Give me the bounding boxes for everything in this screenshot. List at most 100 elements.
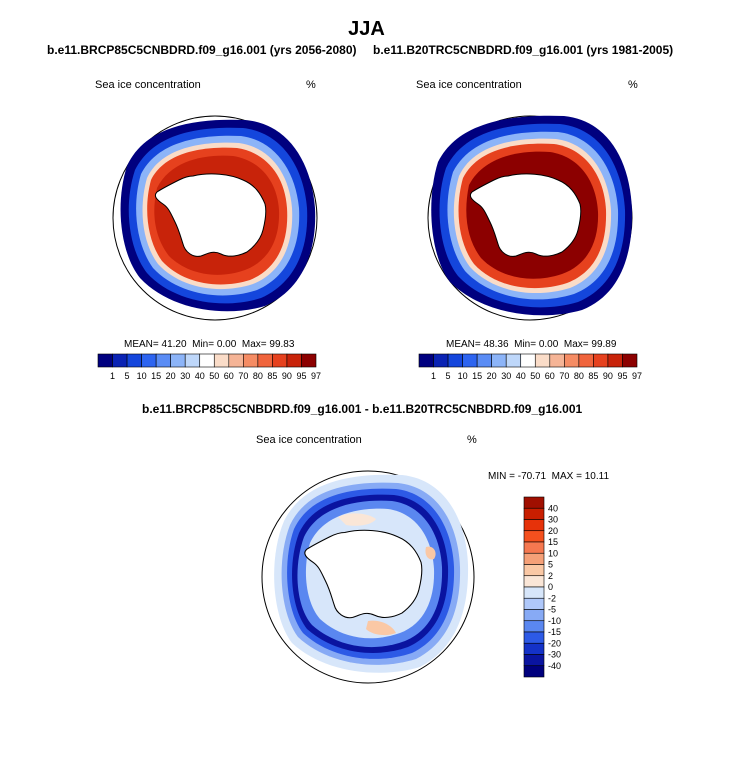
colorbar-swatch bbox=[213, 353, 230, 368]
colorbar-swatch bbox=[520, 353, 536, 368]
colorbar-swatch bbox=[257, 353, 273, 368]
map-left bbox=[112, 115, 318, 321]
colorbar-swatch bbox=[170, 353, 186, 368]
colorbar-swatch bbox=[476, 353, 492, 368]
colorbar-swatch bbox=[523, 654, 545, 667]
colorbar-swatch bbox=[523, 597, 545, 610]
colorbar-swatch bbox=[607, 353, 623, 368]
panel-left-stats: MEAN= 41.20 Min= 0.00 Max= 99.83 bbox=[124, 339, 294, 350]
colorbar-swatch bbox=[523, 507, 545, 520]
colorbar-swatch bbox=[491, 353, 507, 368]
colorbar-tick-label: 95 bbox=[617, 371, 627, 381]
panel-right-variable: Sea ice concentration bbox=[416, 79, 522, 91]
colorbar-tick-label: 80 bbox=[574, 371, 584, 381]
colorbar-tick-label: 90 bbox=[282, 371, 292, 381]
colorbar-tick-label: 1 bbox=[431, 371, 436, 381]
colorbar-swatch bbox=[155, 353, 171, 368]
colorbar-tick-label: 1 bbox=[110, 371, 115, 381]
colorbar-tick-label: 20 bbox=[166, 371, 176, 381]
difference-variable: Sea ice concentration bbox=[256, 434, 362, 446]
colorbar-tick-label: 10 bbox=[458, 371, 468, 381]
diff-positive-patch bbox=[366, 620, 396, 636]
min-value: 0.00 bbox=[216, 339, 237, 350]
colorbar-tick-label: 40 bbox=[548, 503, 558, 513]
colorbar-swatch bbox=[523, 541, 545, 554]
colorbar-swatch bbox=[184, 353, 201, 368]
max-value: 10.11 bbox=[584, 471, 610, 482]
colorbar-swatch bbox=[578, 353, 594, 368]
mean-label: MEAN= bbox=[124, 339, 159, 350]
panel-right-case-title: b.e11.B20TRC5CNBDRD.f09_g16.001 (yrs 198… bbox=[373, 43, 674, 57]
max-label: MAX = bbox=[551, 471, 582, 482]
mean-label: MEAN= bbox=[446, 339, 481, 350]
difference-title: b.e11.BRCP85C5CNBDRD.f09_g16.001 - b.e11… bbox=[142, 402, 583, 416]
colorbar-tick-label: 60 bbox=[545, 371, 555, 381]
colorbar-right: 1 5 10 15 20 30 40 50 60 70 80 85 90 95 97 bbox=[418, 353, 642, 381]
colorbar-tick-label: 15 bbox=[151, 371, 161, 381]
colorbar-swatch bbox=[523, 530, 545, 543]
colorbar-tick-label: 85 bbox=[267, 371, 277, 381]
colorbar-tick-label: 20 bbox=[548, 526, 558, 536]
colorbar-tick-label: 50 bbox=[209, 371, 219, 381]
colorbar-tick-label: -40 bbox=[548, 661, 561, 671]
diff-positive-patch bbox=[338, 513, 376, 526]
page-title: JJA bbox=[348, 18, 385, 40]
map-right bbox=[427, 115, 633, 321]
mean-value: 48.36 bbox=[483, 339, 509, 350]
colorbar-swatch bbox=[523, 631, 545, 644]
difference-units: % bbox=[467, 434, 477, 446]
colorbar-tick-label: 50 bbox=[530, 371, 540, 381]
colorbar-swatch bbox=[243, 353, 259, 368]
min-label: Min= bbox=[514, 339, 537, 350]
colorbar-swatch bbox=[97, 353, 113, 368]
map-difference bbox=[261, 470, 475, 684]
max-label: Max= bbox=[241, 339, 267, 350]
panel-right-units: % bbox=[628, 79, 638, 91]
colorbar-swatch bbox=[462, 353, 478, 368]
colorbar-tick-label: 30 bbox=[548, 515, 558, 525]
colorbar-swatch bbox=[126, 353, 142, 368]
colorbar-tick-label: 15 bbox=[472, 371, 482, 381]
min-value: -70.71 bbox=[517, 471, 547, 482]
colorbar-tick-label: 95 bbox=[296, 371, 306, 381]
colorbar-swatch bbox=[523, 496, 545, 509]
colorbar-tick-label: 97 bbox=[311, 371, 321, 381]
min-label: Min= bbox=[192, 339, 215, 350]
colorbar-tick-label: 10 bbox=[548, 548, 558, 558]
colorbar-left: 1 5 10 15 20 30 40 50 60 70 80 85 90 95 97 bbox=[97, 353, 321, 381]
colorbar-swatch bbox=[199, 353, 215, 368]
colorbar-swatch bbox=[523, 552, 545, 565]
colorbar-swatch bbox=[523, 575, 545, 588]
colorbar-tick-label: 40 bbox=[195, 371, 205, 381]
panel-left-variable: Sea ice concentration bbox=[95, 79, 201, 91]
diff-positive-patch bbox=[425, 546, 436, 560]
colorbar-swatch bbox=[228, 353, 244, 368]
min-value: 0.00 bbox=[538, 339, 559, 350]
colorbar-swatch bbox=[301, 353, 317, 368]
colorbar-swatch bbox=[286, 353, 302, 368]
mean-value: 41.20 bbox=[161, 339, 187, 350]
colorbar-swatch bbox=[418, 353, 434, 368]
colorbar-tick-label: -2 bbox=[548, 593, 556, 603]
colorbar-swatch bbox=[112, 353, 128, 368]
colorbar-tick-label: -5 bbox=[548, 605, 556, 615]
colorbar-tick-label: 0 bbox=[548, 582, 553, 592]
colorbar-swatch bbox=[523, 642, 545, 655]
colorbar-swatch bbox=[534, 353, 551, 368]
colorbar-swatch bbox=[564, 353, 580, 368]
colorbar-tick-label: -30 bbox=[548, 650, 561, 660]
colorbar-swatch bbox=[523, 665, 545, 678]
colorbar-swatch bbox=[523, 564, 545, 577]
panel-left-case-title: b.e11.BRCP85C5CNBDRD.f09_g16.001 (yrs 20… bbox=[47, 43, 357, 57]
colorbar-swatch bbox=[141, 353, 157, 368]
colorbar-swatch bbox=[433, 353, 449, 368]
colorbar-tick-label: 60 bbox=[224, 371, 234, 381]
max-value: 99.83 bbox=[269, 339, 295, 350]
colorbar-tick-label: -10 bbox=[548, 616, 561, 626]
colorbar-swatch bbox=[523, 586, 545, 599]
colorbar-tick-label: 70 bbox=[238, 371, 248, 381]
colorbar-swatch bbox=[593, 353, 609, 368]
colorbar-swatch bbox=[523, 609, 545, 622]
